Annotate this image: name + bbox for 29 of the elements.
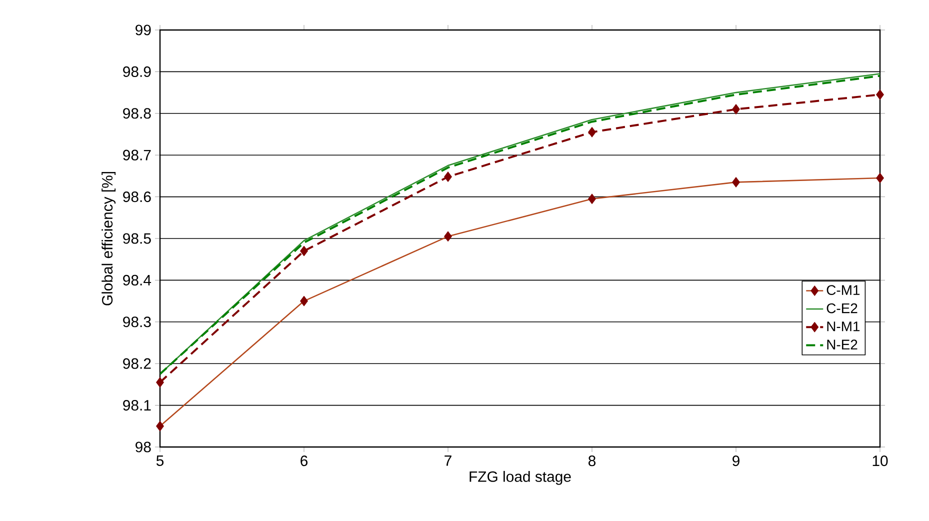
x-tick-label: 8 xyxy=(588,456,596,466)
y-axis-title: Global efficiency [%] xyxy=(102,172,116,306)
y-tick-label: 98.4 xyxy=(123,274,152,286)
x-axis-title: FZG load stage xyxy=(470,470,571,485)
x-tick-label: 10 xyxy=(872,456,888,466)
point xyxy=(732,104,740,114)
point xyxy=(300,246,308,256)
x-tick-label: 9 xyxy=(732,456,740,466)
point xyxy=(588,126,596,138)
y-tick-label: 98.5 xyxy=(123,233,151,244)
point xyxy=(876,89,884,100)
y-tick-label: 99 xyxy=(136,24,151,36)
x-tick-label: 6 xyxy=(300,456,308,466)
point xyxy=(444,172,452,182)
y-tick-label: 98.7 xyxy=(123,150,151,160)
y-tick-label: 98.8 xyxy=(123,108,151,119)
legend-label: N-M1 xyxy=(827,322,860,332)
y-tick-label: 98.9 xyxy=(123,66,151,77)
x-tick-label: 5 xyxy=(156,456,164,466)
y-tick-label: 98 xyxy=(136,442,151,452)
legend-label: C-E2 xyxy=(826,303,858,314)
y-tick-label: 98.1 xyxy=(123,400,151,411)
y-tick-label: 98.3 xyxy=(123,316,151,328)
x-tick-label: 7 xyxy=(444,456,452,466)
y-tick-label: 98.2 xyxy=(123,358,151,369)
point xyxy=(156,377,164,388)
y-tick-label: 98.6 xyxy=(123,192,151,202)
legend-label: N-E2 xyxy=(827,340,858,350)
legend-label: C-M1 xyxy=(826,285,860,296)
